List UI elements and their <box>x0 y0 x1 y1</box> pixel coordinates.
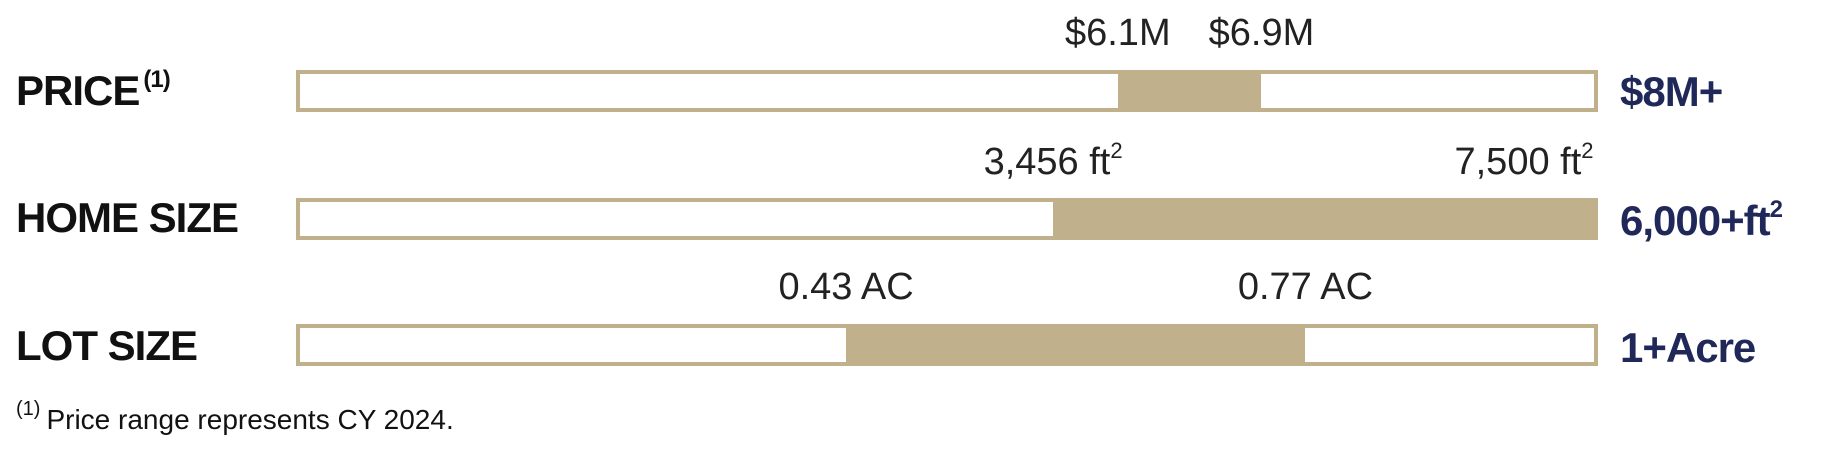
range-low-label-superscript: 2 <box>1110 138 1123 163</box>
range-high-label-text: $6.9M <box>1208 12 1315 54</box>
range-high-label: $6.9M <box>1209 12 1315 55</box>
row-label-note: (1) <box>143 66 170 93</box>
row-label-text: LOT SIZE <box>16 322 198 369</box>
range-low-label-text: $6.1M <box>1064 12 1171 54</box>
row-label-text: HOME SIZE <box>16 194 239 241</box>
row-label: PRICE (1) <box>16 66 171 115</box>
range-high-label: 7,500 ft2 <box>1454 138 1593 184</box>
row-label: HOME SIZE <box>16 194 239 242</box>
footnote: (1) Price range represents CY 2024. <box>16 398 454 436</box>
footnote-marker: (1) <box>16 398 41 420</box>
row-label: LOT SIZE <box>16 322 198 370</box>
bar-track <box>296 70 1598 112</box>
bar-track <box>296 324 1598 366</box>
range-high-label: 0.77 AC <box>1238 266 1373 309</box>
max-label-text: $8M+ <box>1620 68 1723 115</box>
range-high-label-text: 0.77 AC <box>1237 266 1374 308</box>
range-high-label-text: 7,500 ft <box>1454 141 1582 183</box>
max-label: 6,000+ft2 <box>1620 196 1783 245</box>
max-label-text: 1+Acre <box>1620 324 1756 371</box>
range-low-label-text: 3,456 ft <box>983 141 1111 183</box>
range-bar-fill <box>1053 202 1594 236</box>
max-label: $8M+ <box>1620 68 1723 116</box>
bar-track <box>296 198 1598 240</box>
range-low-label-text: 0.43 AC <box>778 266 914 308</box>
range-high-label-superscript: 2 <box>1581 138 1594 163</box>
range-bar-fill <box>1117 74 1262 108</box>
range-low-label: 0.43 AC <box>778 266 913 309</box>
max-label: 1+Acre <box>1620 324 1756 372</box>
footnote-text: Price range represents CY 2024. <box>46 404 454 435</box>
range-low-label: $6.1M <box>1065 12 1171 55</box>
max-label-text: 6,000+ft <box>1620 197 1771 244</box>
range-low-label: 3,456 ft2 <box>984 138 1123 184</box>
row-label-text: PRICE <box>16 67 140 114</box>
max-label-superscript: 2 <box>1769 196 1783 223</box>
range-bar-fill <box>846 328 1306 362</box>
